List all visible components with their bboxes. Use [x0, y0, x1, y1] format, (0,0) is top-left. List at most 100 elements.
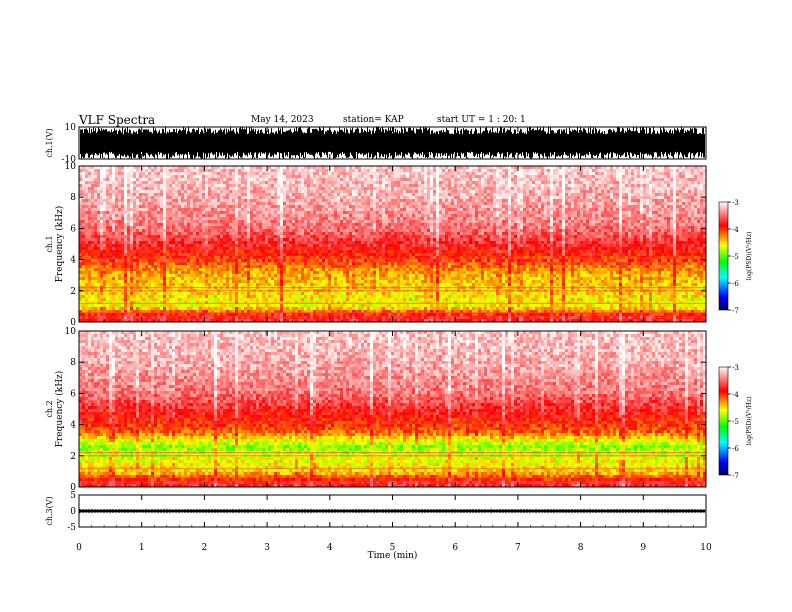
spectrogram-cell: [130, 226, 134, 230]
spectrogram-cell: [283, 262, 287, 266]
spectrogram-cell: [220, 217, 224, 221]
spectrogram-cell: [184, 193, 188, 197]
spectrogram-cell: [214, 169, 218, 173]
spectrogram-cell: [154, 262, 158, 266]
spectrogram-cell: [304, 241, 308, 245]
spectrogram-cell: [232, 193, 236, 197]
spectrogram-cell: [91, 268, 95, 272]
spectrogram-cell: [142, 319, 146, 323]
spectrogram-cell: [220, 271, 224, 275]
spectrogram-cell: [121, 241, 125, 245]
spectrogram-cell: [256, 211, 260, 215]
spectrogram-cell: [151, 313, 155, 317]
spectrogram-cell: [265, 187, 269, 191]
spectrogram-cell: [94, 211, 98, 215]
spectrogram-cell: [235, 214, 239, 218]
spectrogram-cell: [316, 259, 320, 263]
spectrogram-cell: [208, 220, 212, 224]
spectrogram-cell: [325, 229, 329, 233]
spectrogram-cell: [106, 172, 110, 176]
spectrogram-cell: [295, 292, 299, 296]
spectrogram-cell: [235, 184, 239, 188]
spectrogram-cell: [127, 292, 131, 296]
spectrogram-cell: [91, 196, 95, 200]
spectrogram-cell: [226, 259, 230, 263]
spectrogram-cell: [274, 196, 278, 200]
spectrogram-cell: [181, 175, 185, 179]
spectrogram-cell: [175, 232, 179, 236]
spectrogram-cell: [127, 259, 131, 263]
spectrogram-cell: [304, 166, 308, 170]
spectrogram-cell: [88, 187, 92, 191]
spectrogram-cell: [157, 184, 161, 188]
spectrogram-cell: [175, 196, 179, 200]
spectrogram-cell: [325, 220, 329, 224]
spectrogram-cell: [157, 217, 161, 221]
spectrogram-cell: [103, 223, 107, 227]
spectrogram-cell: [226, 292, 230, 296]
spectrogram-cell: [193, 310, 197, 314]
spectrogram-cell: [286, 298, 290, 302]
spectrogram-cell: [139, 307, 143, 311]
spectrogram-cell: [115, 199, 119, 203]
spectrogram-cell: [247, 187, 251, 191]
spectrogram-cell: [271, 280, 275, 284]
spectrogram-cell: [280, 166, 284, 170]
spectrogram-cell: [196, 283, 200, 287]
spectrogram-cell: [217, 271, 221, 275]
spectrogram-cell: [292, 313, 296, 317]
spectrogram-cell: [220, 178, 224, 182]
spectrogram-cell: [94, 235, 98, 239]
spectrogram-cell: [100, 238, 104, 242]
spectrogram-cell: [298, 226, 302, 230]
spectrogram-cell: [139, 181, 143, 185]
spectrogram-cell: [250, 319, 254, 323]
spectrogram-cell: [118, 235, 122, 239]
spectrogram-cell: [304, 205, 308, 209]
spectrogram-cell: [145, 235, 149, 239]
spectrogram-cell: [148, 253, 152, 257]
spectrogram-cell: [274, 280, 278, 284]
spectrogram-cell: [148, 262, 152, 266]
spectrogram-cell: [247, 241, 251, 245]
spectrogram-cell: [190, 205, 194, 209]
spectrogram-cell: [226, 214, 230, 218]
spectrogram-cell: [271, 310, 275, 314]
spectrogram-cell: [286, 238, 290, 242]
spectrogram-cell: [283, 223, 287, 227]
spectrogram-cell: [145, 274, 149, 278]
spectrogram-cell: [301, 253, 305, 257]
spectrogram-cell: [295, 202, 299, 206]
spectrogram-cell: [91, 259, 95, 263]
spectrogram-cell: [274, 238, 278, 242]
spectrogram-cell: [166, 211, 170, 215]
spectrogram-cell: [163, 199, 167, 203]
spectrogram-cell: [97, 217, 101, 221]
spectrogram-cell: [298, 196, 302, 200]
spectrogram-cell: [316, 199, 320, 203]
spectrogram-cell: [169, 226, 173, 230]
spectrogram-cell: [235, 238, 239, 242]
spectrogram-cell: [208, 295, 212, 299]
spectrogram-cell: [160, 169, 164, 173]
spectrogram-cell: [292, 310, 296, 314]
spectrogram-cell: [196, 274, 200, 278]
spectrogram-cell: [154, 178, 158, 182]
spectrogram-cell: [316, 223, 320, 227]
spectrogram-cell: [121, 319, 125, 323]
spectrogram-cell: [307, 193, 311, 197]
spectrogram-cell: [280, 310, 284, 314]
spectrogram-cell: [292, 202, 296, 206]
spectrogram-cell: [217, 235, 221, 239]
spectrogram-cell: [184, 172, 188, 176]
spectrogram-cell: [301, 217, 305, 221]
spectrogram-cell: [160, 202, 164, 206]
spectrogram-cell: [112, 310, 116, 314]
spectrogram-cell: [223, 310, 227, 314]
spectrogram-cell: [205, 271, 209, 275]
spectrogram-cell: [94, 283, 98, 287]
spectrogram-cell: [322, 262, 326, 266]
spectrogram-cell: [223, 295, 227, 299]
spectrogram-cell: [94, 250, 98, 254]
spectrogram-cell: [301, 292, 305, 296]
